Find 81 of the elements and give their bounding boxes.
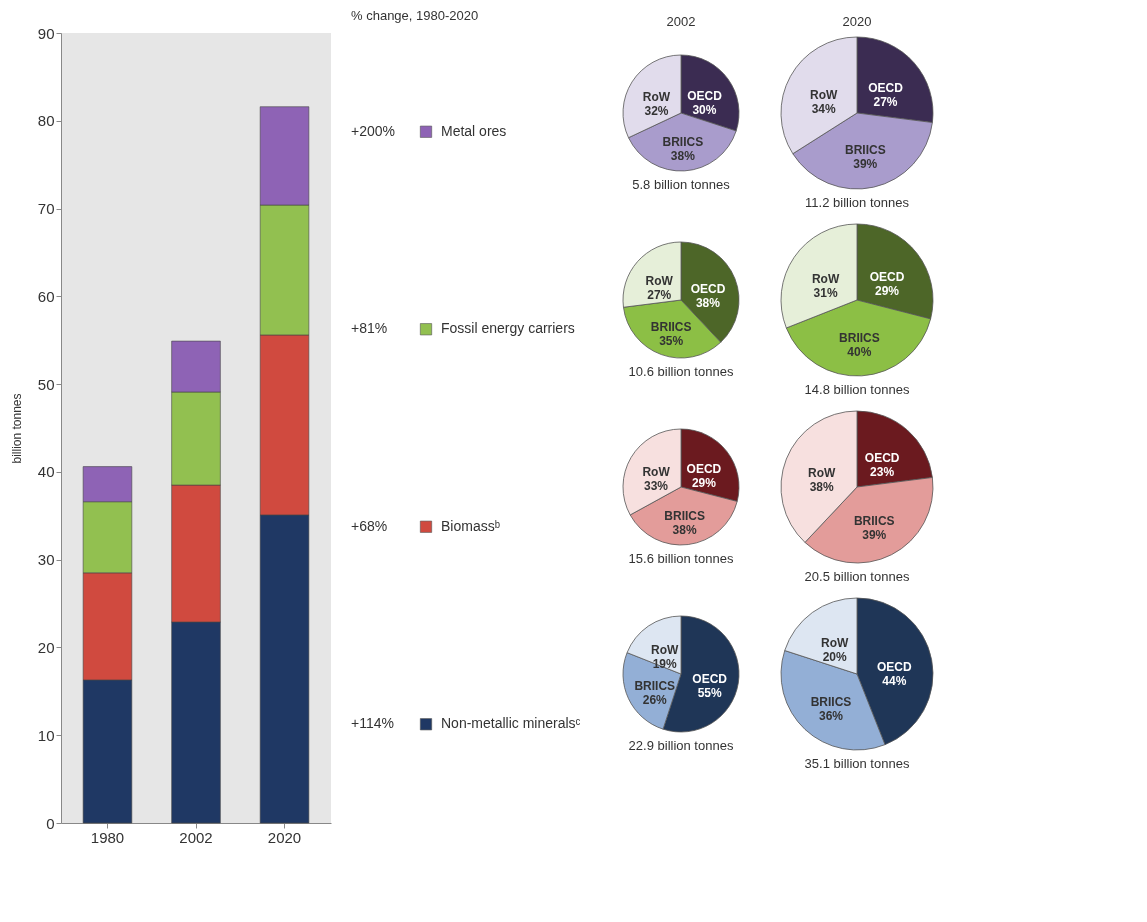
text: 10.6 billion tonnes — [628, 364, 734, 379]
data-label: 26% — [642, 693, 668, 708]
y-axis-title: billion tonnes — [9, 393, 24, 464]
slice-label: BRIICS — [853, 513, 895, 528]
data-label: 32% — [644, 104, 669, 119]
data-label: 38% — [809, 480, 834, 495]
slice-label: RoW — [642, 90, 671, 105]
slice-label: BRIICS — [839, 330, 880, 345]
data-label: 39% — [853, 157, 878, 172]
text: 15.6 billion tonnes — [628, 551, 734, 566]
slice-label: RoW — [651, 643, 680, 658]
y-tick-label: 40 — [37, 463, 55, 481]
data-label: 33% — [644, 479, 669, 494]
data-label: 35% — [659, 334, 684, 349]
data-label: 30% — [692, 102, 717, 117]
chart-title: 2020 — [842, 14, 872, 29]
data-label: 55% — [697, 685, 722, 700]
data-label: 27% — [873, 94, 898, 109]
slice-label: OECD — [687, 88, 723, 103]
text: 35.1 billion tonnes — [804, 756, 910, 771]
text: +200% — [351, 122, 395, 139]
y-tick-label: 50 — [37, 375, 55, 393]
slice-label: RoW — [810, 87, 839, 102]
slice-label: RoW — [808, 466, 836, 481]
data-label: 40% — [847, 344, 872, 359]
slice-label: OECD — [868, 80, 904, 95]
data-label: 39% — [862, 527, 887, 542]
legend-label: Metal ores — [441, 122, 507, 139]
data-label: 29% — [691, 476, 717, 491]
data-label: 20% — [822, 650, 847, 665]
y-tick-label: 80 — [37, 112, 55, 130]
slice-label: OECD — [692, 671, 728, 686]
y-tick-label: 20 — [37, 638, 55, 656]
data-label: 19% — [652, 657, 678, 672]
slice-label: BRIICS — [844, 143, 886, 158]
data-label: 27% — [647, 287, 672, 302]
slice-label: BRIICS — [634, 679, 676, 694]
data-label: 31% — [813, 285, 838, 300]
slice-label: RoW — [642, 465, 671, 480]
slice-label: BRIICS — [810, 694, 852, 709]
text: 20.5 billion tonnes — [804, 569, 910, 584]
slice-label: OECD — [686, 462, 722, 477]
y-tick-label: 30 — [37, 551, 55, 569]
slice-label: OECD — [690, 282, 726, 297]
x-tick-label: 1980 — [90, 828, 125, 846]
y-tick-label: 10 — [37, 726, 55, 744]
slice-label: BRIICS — [664, 508, 705, 523]
text: 5.8 billion tonnes — [632, 177, 731, 192]
legend-title: % change, 1980-2020 — [351, 8, 479, 23]
y-tick-label: 60 — [37, 287, 55, 305]
slice-label: RoW — [821, 636, 849, 651]
x-tick-label: 2002 — [179, 828, 213, 846]
text: +68% — [351, 517, 388, 534]
slice-label: BRIICS — [662, 134, 704, 149]
legend-label: Non-metallic mineralsᶜ — [441, 715, 581, 732]
y-tick-label: 0 — [46, 814, 55, 832]
slice-label: OECD — [876, 659, 912, 674]
text: 22.9 billion tonnes — [628, 738, 734, 753]
slice-label: RoW — [645, 273, 674, 288]
slice-label: BRIICS — [650, 320, 692, 335]
data-label: 38% — [695, 296, 721, 311]
data-label: 36% — [818, 708, 844, 723]
text: +81% — [351, 320, 388, 337]
text: 11.2 billion tonnes — [805, 195, 910, 210]
slice-label: OECD — [864, 451, 900, 466]
legend-label: Biomassᵇ — [441, 517, 500, 534]
text: 14.8 billion tonnes — [804, 382, 910, 397]
data-label: 34% — [811, 101, 837, 116]
data-label: 23% — [870, 465, 895, 480]
text: +114% — [351, 715, 394, 732]
data-label: 29% — [875, 283, 900, 298]
x-tick-label: 2020 — [267, 828, 302, 846]
chart-title: 2002 — [666, 14, 696, 29]
data-label: 38% — [672, 522, 697, 537]
y-tick-label: 90 — [37, 24, 55, 42]
y-tick-label: 70 — [37, 200, 55, 218]
slice-label: RoW — [811, 271, 840, 286]
data-label: 44% — [882, 673, 907, 688]
data-label: 38% — [670, 148, 696, 163]
slice-label: OECD — [869, 269, 905, 284]
legend-label: Fossil energy carriers — [441, 320, 575, 337]
